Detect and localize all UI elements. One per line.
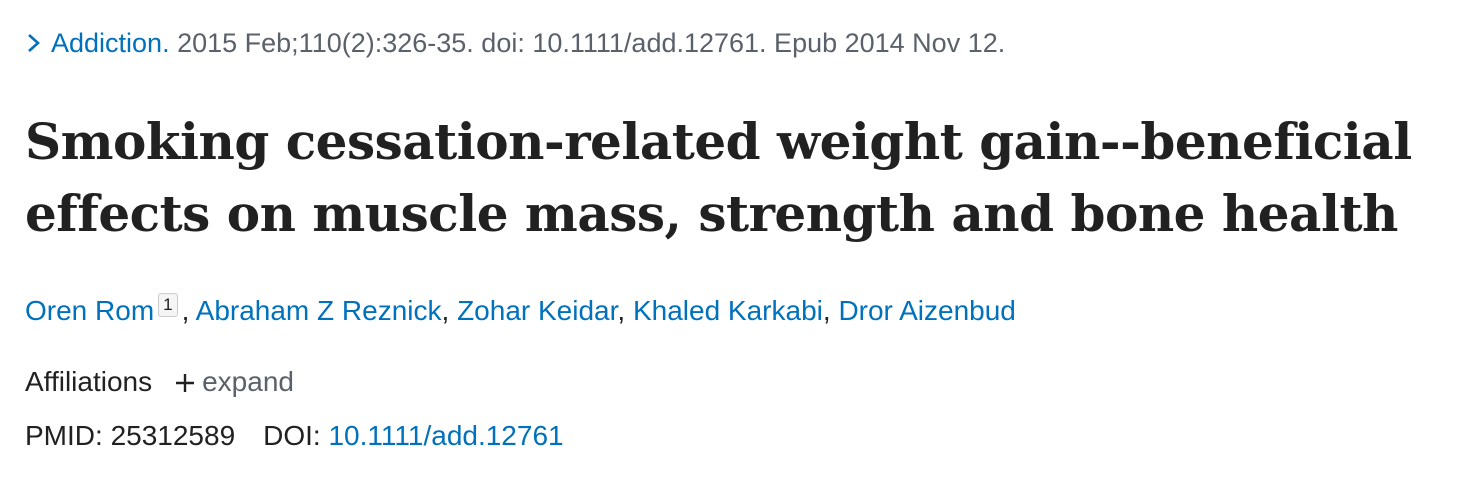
doi-label: DOI: (263, 420, 321, 451)
identifiers: PMID: 25312589 DOI: 10.1111/add.12761 (25, 420, 564, 452)
affiliations-label: Affiliations (25, 366, 153, 397)
author-separator: , (822, 295, 831, 326)
author-link[interactable]: Zohar Keidar (457, 295, 618, 326)
journal-link[interactable]: Addiction. (51, 28, 170, 58)
author-separator: , (181, 295, 190, 326)
author-link[interactable]: Dror Aizenbud (838, 295, 1016, 326)
affiliations: Affiliations expand (25, 366, 294, 398)
authors: Oren Rom 1, Abraham Z Reznick, Zohar Keid… (25, 293, 1016, 327)
author-separator: , (441, 295, 450, 326)
citation-details: 2015 Feb;110(2):326-35. doi: 10.1111/add… (177, 28, 1006, 58)
doi-link[interactable]: 10.1111/add.12761 (328, 420, 564, 451)
author-separator: , (617, 295, 626, 326)
chevron-icon[interactable] (25, 32, 43, 54)
author-link[interactable]: Khaled Karkabi (632, 295, 823, 326)
plus-icon[interactable] (174, 372, 196, 394)
article-title: Smoking cessation-related weight gain--b… (25, 112, 1412, 243)
author-link[interactable]: Oren Rom (25, 295, 155, 326)
author-link[interactable]: Abraham Z Reznick (195, 295, 442, 326)
expand-toggle[interactable]: expand (202, 366, 294, 397)
pmid-label: PMID: (25, 420, 103, 451)
citation: Addiction. 2015 Feb;110(2):326-35. doi: … (25, 28, 1005, 59)
affiliation-ref[interactable]: 1 (158, 293, 178, 317)
pmid: 25312589 (110, 420, 236, 451)
